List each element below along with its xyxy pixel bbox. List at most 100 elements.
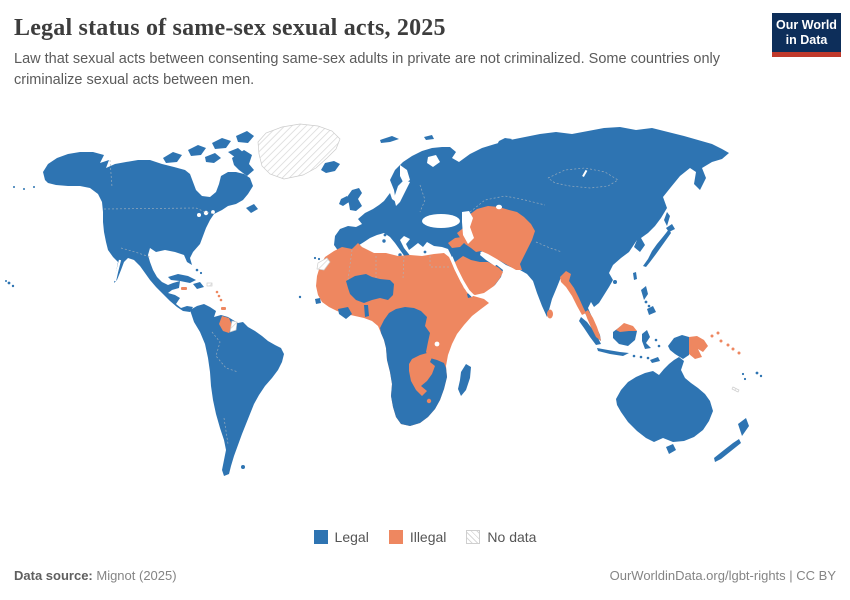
region-japan[interactable] [643, 229, 671, 267]
region-mali-niger[interactable] [346, 274, 394, 303]
region-arctic-russia-islands[interactable] [380, 135, 512, 157]
border-us-canada [103, 207, 215, 215]
data-source-label: Data source: [14, 568, 93, 583]
illegal-africa-overlays[interactable] [409, 353, 435, 404]
region-newfoundland[interactable] [246, 204, 258, 213]
illegal-swatch [388, 530, 403, 544]
country-borders [103, 159, 619, 445]
owid-logo-line1: Our World [776, 17, 837, 32]
subtitle-line-2: criminalize sexual acts between men. [14, 72, 255, 88]
region-iran-central-asia[interactable] [457, 206, 535, 270]
region-benin[interactable] [364, 305, 369, 317]
sea-black [422, 214, 460, 228]
legend-label-nodata: No data [487, 529, 537, 545]
region-cuba[interactable] [168, 274, 196, 283]
region-hawaii[interactable] [5, 280, 15, 288]
region-western-sahara[interactable] [316, 257, 331, 271]
footer-link[interactable]: OurWorldinData.org/lgbt-rights | CC BY [609, 568, 836, 583]
region-australia[interactable] [616, 357, 713, 442]
region-papua-new-guinea[interactable] [689, 336, 708, 359]
legend-item-nodata[interactable]: No data [466, 529, 536, 545]
sea-overlays [113, 155, 588, 347]
region-jamaica[interactable] [181, 287, 187, 290]
border-europe-east [419, 184, 426, 213]
border-brazil [211, 331, 239, 373]
region-malaysia-peninsula[interactable] [585, 310, 601, 341]
region-taiwan[interactable] [633, 272, 637, 280]
region-malaysia-borneo[interactable] [616, 323, 637, 332]
region-arctic-islands[interactable] [163, 131, 254, 176]
owid-logo-line2: in Data [785, 32, 828, 47]
region-bahamas[interactable] [195, 268, 203, 275]
region-solomon-islands[interactable] [710, 331, 741, 355]
border-russia-kazakhstan [469, 195, 546, 213]
region-north-america[interactable] [43, 152, 253, 312]
nodata-swatch [466, 530, 481, 544]
nodata-regions[interactable] [206, 123, 740, 393]
border-china-india [535, 241, 563, 253]
region-lesser-antilles[interactable] [215, 290, 223, 302]
region-suriname[interactable] [229, 320, 238, 333]
page-title: Legal status of same-sex sexual acts, 20… [14, 15, 446, 41]
border-argentina-chile [223, 417, 229, 445]
region-nz-south[interactable] [714, 439, 741, 462]
sea-aral [496, 204, 502, 210]
chart-footer: Data source: Mignot (2025) OurWorldinDat… [14, 568, 836, 583]
sea-caspian [462, 211, 474, 244]
border-north-africa-1 [347, 249, 353, 281]
data-source-value: Mignot (2025) [92, 568, 177, 583]
region-madagascar[interactable] [458, 364, 471, 396]
border-mongolia [547, 167, 619, 189]
region-aleutians[interactable] [13, 186, 35, 190]
sea-baltic [394, 180, 410, 206]
region-falklands[interactable] [241, 465, 245, 469]
region-puerto-rico[interactable] [206, 282, 213, 287]
world-map [0, 112, 850, 530]
region-eswatini[interactable] [426, 398, 432, 404]
region-nz-north[interactable] [738, 418, 749, 436]
region-philippines[interactable] [641, 286, 656, 315]
great-lakes [197, 210, 224, 220]
region-sri-lanka[interactable] [547, 309, 553, 319]
subtitle-line-1: Law that sexual acts between consenting … [14, 51, 721, 67]
region-hokkaido[interactable] [666, 224, 675, 232]
region-west-new-guinea[interactable] [668, 335, 689, 359]
sea-gulf-california [113, 259, 122, 282]
legend-label-legal: Legal [334, 529, 369, 545]
region-myanmar-bangladesh[interactable] [560, 271, 586, 315]
sea-white-sea [427, 155, 440, 167]
legend-item-legal[interactable]: Legal [313, 529, 369, 545]
border-alaska-canada [109, 159, 113, 188]
chart-subtitle: Law that sexual acts between consenting … [14, 49, 764, 91]
region-syria[interactable] [448, 237, 465, 248]
region-indonesia[interactable] [579, 317, 661, 363]
legend-label-illegal: Illegal [409, 529, 447, 545]
region-zambia-zimbabwe-malawi[interactable] [409, 353, 435, 396]
legal-swatch [313, 530, 328, 544]
region-guyana[interactable] [219, 316, 232, 333]
chart-header: Legal status of same-sex sexual acts, 20… [14, 14, 764, 91]
region-hispaniola[interactable] [193, 282, 204, 289]
sea-persian-gulf [480, 252, 499, 266]
data-source: Data source: Mignot (2025) [14, 568, 177, 583]
region-south-america[interactable] [190, 304, 284, 476]
region-trinidad[interactable] [221, 307, 226, 310]
region-greenland[interactable] [257, 123, 341, 180]
region-ireland[interactable] [339, 196, 349, 206]
region-sakhalin[interactable] [664, 212, 670, 226]
region-atlantic-islands[interactable] [298, 256, 321, 299]
sea-bothnia [400, 165, 410, 184]
region-cote-divoire[interactable] [338, 307, 352, 319]
legend-item-illegal[interactable]: Illegal [388, 529, 447, 545]
region-tasmania[interactable] [666, 444, 676, 454]
owid-logo[interactable]: Our World in Data [772, 13, 841, 57]
lake-baikal [582, 169, 588, 177]
region-uk[interactable] [347, 188, 362, 211]
region-new-caledonia[interactable] [731, 386, 740, 393]
region-guinea-bissau[interactable] [315, 298, 321, 304]
region-pacific-islands[interactable] [741, 371, 763, 381]
lake-victoria [434, 341, 440, 347]
region-iceland[interactable] [321, 161, 340, 173]
region-hainan[interactable] [613, 280, 617, 284]
border-us-mexico [120, 247, 151, 258]
